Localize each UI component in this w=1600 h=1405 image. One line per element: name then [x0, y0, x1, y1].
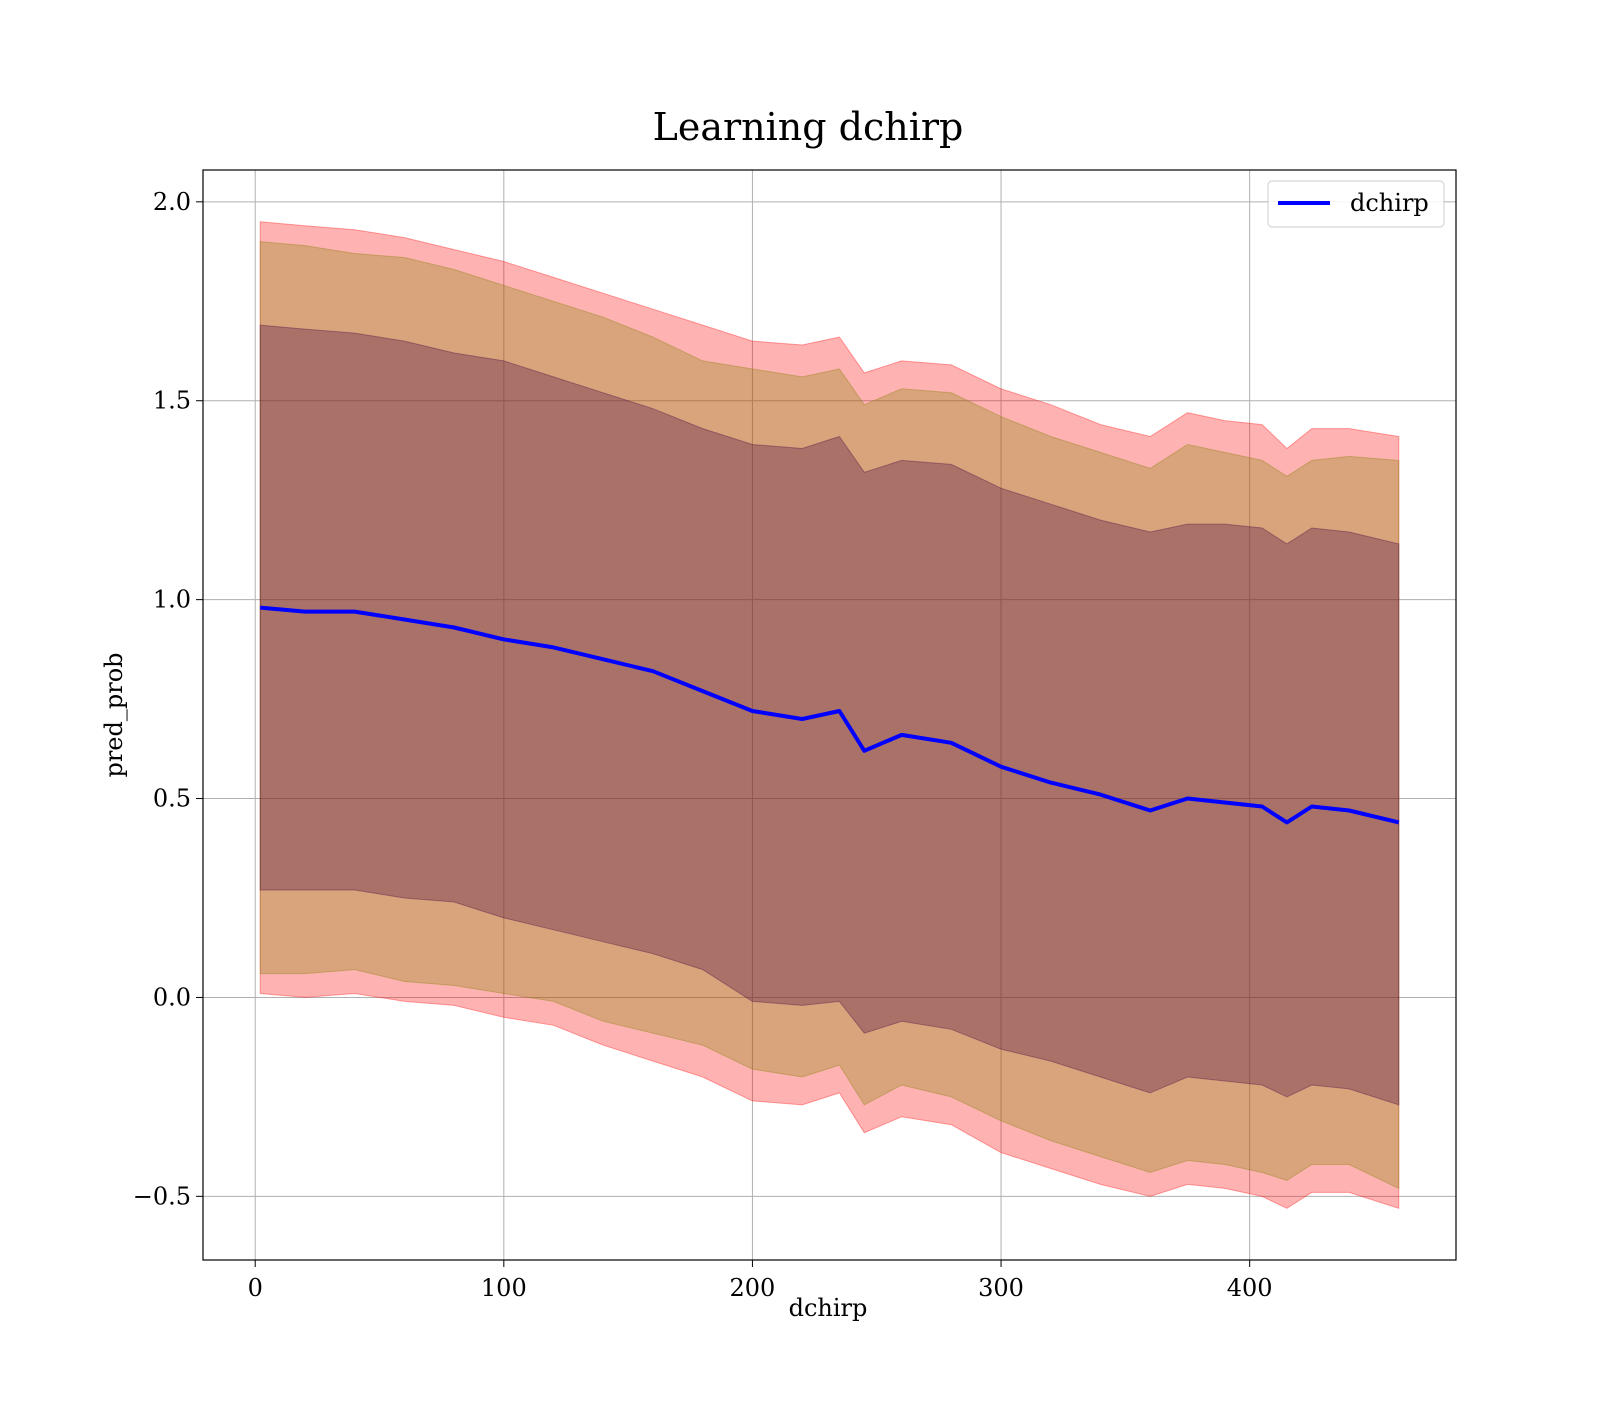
plot-frame [202, 169, 1457, 1261]
y-tick-label: −0.5 [133, 1182, 191, 1210]
y-tick-label: 0.5 [153, 785, 191, 813]
x-tick-label: 0 [248, 1274, 263, 1302]
y-tick-label: 1.5 [153, 387, 191, 415]
x-tick-label: 100 [481, 1274, 527, 1302]
x-tick-label: 300 [978, 1274, 1024, 1302]
ticks: 0 100 200 300 400 −0.5 0.0 0.5 1.0 1.5 2.0 [133, 188, 1273, 1302]
chart-title: Learning dchirp [653, 105, 964, 149]
x-tick-label: 200 [730, 1274, 776, 1302]
y-tick-label: 2.0 [153, 188, 191, 216]
x-axis-label: dchirp [789, 1294, 868, 1322]
legend-box [1267, 180, 1445, 228]
grid [203, 170, 1456, 1260]
y-tick-label: 0.0 [153, 983, 191, 1011]
series-lines [260, 605, 1400, 825]
legend: dchirp [1267, 180, 1445, 228]
x-tick-label: 400 [1227, 1274, 1273, 1302]
legend-label-dchirp: dchirp [1350, 189, 1429, 217]
series-line-dchirp [260, 605, 1400, 825]
y-tick-label: 1.0 [153, 586, 191, 614]
y-axis-label: pred_prob [100, 652, 128, 777]
